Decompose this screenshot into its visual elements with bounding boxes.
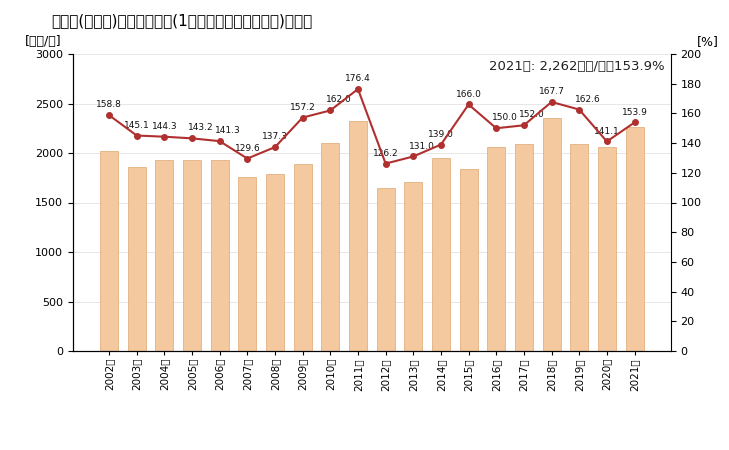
Text: [%]: [%] [697,35,719,48]
Bar [349,122,367,351]
Bar [487,147,505,351]
Text: 129.6: 129.6 [235,144,260,153]
Bar [238,177,257,351]
Bar [155,160,174,351]
Text: 137.3: 137.3 [262,132,288,141]
Bar [294,164,311,351]
Bar [100,151,118,351]
Text: 141.1: 141.1 [594,126,620,135]
Bar [211,160,229,351]
Text: 166.0: 166.0 [456,90,482,99]
Text: 176.4: 176.4 [345,74,371,83]
Bar [515,144,533,351]
Text: 158.8: 158.8 [96,100,122,109]
Text: 2021年: 2,262万円/人，153.9%: 2021年: 2,262万円/人，153.9% [489,60,665,73]
Text: 162.0: 162.0 [326,95,351,104]
Text: 150.0: 150.0 [491,113,518,122]
Text: [万円/人]: [万円/人] [25,35,62,48]
Text: 152.0: 152.0 [519,110,545,119]
Bar [570,144,588,351]
Bar [266,174,284,351]
Bar [459,169,477,351]
Bar [432,158,450,351]
Bar [128,167,146,351]
Bar [542,118,561,351]
Text: 126.2: 126.2 [373,148,399,157]
Text: 141.3: 141.3 [215,126,241,135]
Text: 167.7: 167.7 [539,87,564,96]
Bar [377,188,394,351]
Bar [321,143,339,351]
Bar [598,147,616,351]
Text: 139.0: 139.0 [428,130,454,139]
Bar [405,182,422,351]
Text: 131.0: 131.0 [409,141,434,150]
Bar [625,127,644,351]
Text: 144.3: 144.3 [152,122,177,131]
Text: 145.1: 145.1 [124,121,149,130]
Text: 143.2: 143.2 [187,123,213,132]
Text: 甲賀市(滋賀県)の労働生産性(1人当たり粗付加価値額)の推移: 甲賀市(滋賀県)の労働生産性(1人当たり粗付加価値額)の推移 [51,14,312,28]
Text: 162.6: 162.6 [574,94,601,104]
Text: 153.9: 153.9 [622,108,647,117]
Bar [183,160,201,351]
Text: 157.2: 157.2 [289,103,316,112]
